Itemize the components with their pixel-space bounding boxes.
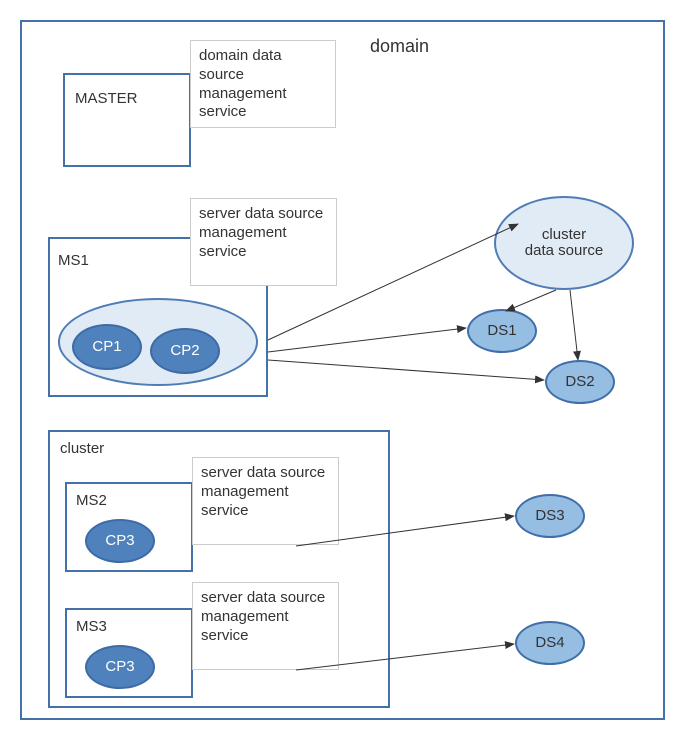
cp1-ellipse: CP1	[72, 324, 142, 370]
master-box	[63, 73, 191, 167]
ms3-cp3-ellipse: CP3	[85, 645, 155, 689]
ds2-ellipse: DS2	[545, 360, 615, 404]
cp2-ellipse: CP2	[150, 328, 220, 374]
ms3-cp3-label: CP3	[105, 659, 134, 676]
ds2-label: DS2	[565, 374, 594, 391]
cluster-ds-ellipse: cluster data source	[494, 196, 634, 290]
ms2-service-box: server data source management service	[192, 457, 339, 545]
ms2-label: MS2	[76, 492, 107, 509]
cp2-label: CP2	[170, 343, 199, 360]
master-service-box: domain data source management service	[190, 40, 336, 128]
master-label: MASTER	[75, 90, 138, 107]
ms2-cp3-label: CP3	[105, 533, 134, 550]
cluster-label: cluster	[60, 440, 104, 457]
ms3-service-box: server data source management service	[192, 582, 339, 670]
ds3-label: DS3	[535, 508, 564, 525]
ms1-label: MS1	[58, 252, 89, 269]
ds1-label: DS1	[487, 323, 516, 340]
ms2-cp3-ellipse: CP3	[85, 519, 155, 563]
ms3-label: MS3	[76, 618, 107, 635]
ds3-ellipse: DS3	[515, 494, 585, 538]
ms1-service-box: server data source management service	[190, 198, 337, 286]
ds4-ellipse: DS4	[515, 621, 585, 665]
ds1-ellipse: DS1	[467, 309, 537, 353]
domain-label: domain	[370, 36, 429, 57]
ds4-label: DS4	[535, 635, 564, 652]
cluster-ds-label: cluster data source	[525, 227, 603, 260]
cp1-label: CP1	[92, 339, 121, 356]
